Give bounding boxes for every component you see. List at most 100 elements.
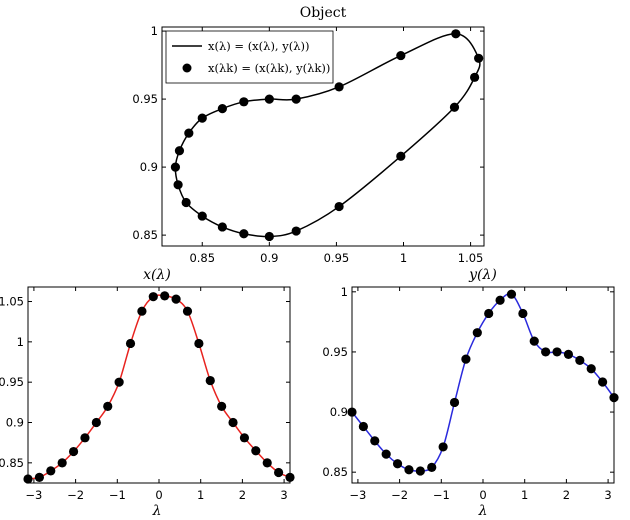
data-point (438, 442, 448, 452)
data-point (239, 433, 250, 443)
data-point (197, 211, 207, 221)
data-point (125, 338, 136, 349)
data-point (205, 375, 215, 386)
data-point (137, 306, 147, 316)
data-point (415, 466, 425, 476)
data-point (174, 146, 185, 156)
legend-label-curve: x(λ) = (x(λ), y(λ)) (208, 39, 309, 53)
x-tick-label: 1.05 (458, 251, 484, 265)
data-point (334, 201, 344, 212)
x-lambda-chart: x(λ) −3 −2 −1 0 1 2 3 0.85 0.9 0.95 1 1.05 λ (0, 267, 295, 519)
data-point (396, 151, 406, 161)
data-point (173, 180, 183, 190)
data-point (472, 328, 482, 338)
x-axis-label: λ (152, 503, 162, 519)
legend: x(λ) = (x(λ), y(λ)) x(λk) = (x(λk), y(λk… (165, 30, 334, 84)
x-tick-label: 2 (239, 488, 246, 502)
data-point (474, 53, 484, 63)
data-point (251, 446, 261, 456)
data-point (194, 338, 204, 349)
data-point (148, 292, 158, 302)
data-point (34, 472, 44, 482)
data-point (274, 467, 284, 478)
plot-area (27, 286, 291, 484)
data-point (291, 226, 301, 236)
data-point (518, 308, 528, 319)
y-tick-label: 1 (341, 285, 348, 299)
data-point (449, 397, 460, 408)
data-point (57, 458, 67, 468)
data-point (217, 401, 227, 411)
data-point (586, 364, 596, 374)
data-point (264, 94, 274, 104)
x-tick-label: −3 (25, 488, 42, 502)
data-point (392, 459, 403, 469)
y-tick-label: 0.95 (132, 92, 158, 106)
y-tick-label: 0.9 (140, 160, 158, 174)
data-point (262, 458, 272, 468)
data-point (358, 421, 368, 432)
y-tick-label: 1.05 (0, 295, 24, 309)
x-tick-label: 1 (521, 488, 528, 502)
data-point (160, 291, 170, 301)
data-point (182, 306, 193, 316)
data-point (184, 128, 194, 138)
legend-marker-swatch (182, 63, 192, 73)
x-tick-label: 1 (400, 251, 407, 265)
legend-label-samples: x(λk) = (x(λk), y(λk)) (208, 61, 330, 75)
data-point (68, 446, 79, 457)
data-point (396, 50, 406, 61)
x-tick-label: 0.9 (260, 251, 278, 265)
data-point (451, 29, 461, 39)
data-point (484, 308, 494, 319)
y-tick-label: 0.9 (330, 405, 348, 419)
plot-area (351, 286, 615, 484)
data-point (46, 466, 56, 476)
data-point (239, 97, 249, 107)
data-point (264, 231, 274, 242)
y-tick-label: 0.9 (6, 416, 24, 430)
data-point (217, 104, 227, 114)
x-tick-label: −3 (349, 488, 366, 502)
y-lambda-chart: y(λ) −3 −2 −1 0 1 2 3 0.85 0.9 0.95 1 λ (322, 267, 619, 519)
data-point (461, 354, 471, 364)
y-tick-label: 0.85 (132, 228, 158, 242)
data-point (347, 407, 357, 417)
y-tick-label: 0.85 (0, 456, 24, 470)
x-tick-label: 3 (604, 488, 611, 502)
data-point (427, 462, 437, 472)
data-point (103, 401, 113, 411)
x-tick-label: 2 (563, 488, 570, 502)
chart-title: y(λ) (468, 267, 497, 283)
data-point (495, 295, 505, 305)
data-point (506, 289, 517, 299)
y-tick-label: 1 (17, 335, 24, 349)
data-point (334, 82, 344, 92)
data-point (575, 355, 585, 365)
data-point (541, 347, 551, 357)
data-point (449, 102, 460, 112)
legend-box (165, 30, 334, 84)
x-tick-label: −1 (433, 488, 450, 502)
data-point (370, 436, 380, 446)
object-chart: Object 0.85 0.9 0.95 1 1.05 0.85 0.9 0.95 1 x(λ)… (132, 5, 485, 265)
y-tick-label: 1 (151, 24, 158, 38)
x-tick-label: 1 (197, 488, 204, 502)
data-point (381, 449, 391, 459)
x-tick-label: −2 (67, 488, 84, 502)
chart-title: Object (300, 5, 347, 21)
data-point (598, 377, 608, 387)
data-point (228, 417, 238, 428)
data-point (239, 229, 249, 239)
data-point (217, 222, 227, 232)
x-tick-label: 0 (479, 488, 486, 502)
y-tick-label: 0.95 (0, 375, 24, 389)
data-point (114, 377, 124, 387)
y-tick-label: 0.85 (322, 465, 348, 479)
x-tick-label: 3 (280, 488, 287, 502)
data-point (470, 72, 480, 82)
data-point (529, 336, 539, 346)
data-point (552, 347, 562, 357)
x-tick-label: 0 (155, 488, 162, 502)
